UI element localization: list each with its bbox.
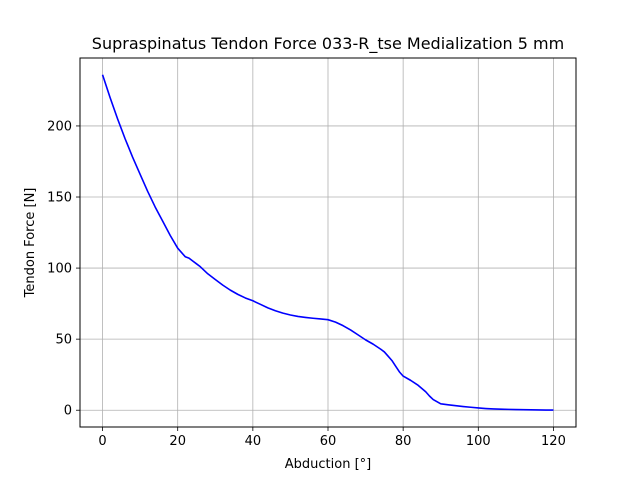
x-tick-label: 100 — [466, 434, 491, 449]
x-axis-label: Abduction [°] — [285, 457, 371, 472]
y-tick-label: 100 — [47, 262, 72, 277]
x-tick-label: 120 — [541, 434, 566, 449]
series-layer — [101, 74, 554, 411]
series-line — [101, 74, 554, 411]
y-tick-label: 0 — [64, 404, 72, 419]
chart-title: Supraspinatus Tendon Force 033-R_tse Med… — [92, 34, 564, 54]
y-axis-label: Tendon Force [N] — [23, 188, 38, 299]
x-tick-label: 60 — [320, 434, 337, 449]
grid-lines — [80, 58, 576, 427]
x-tick-label: 40 — [245, 434, 262, 449]
x-tick-label: 0 — [98, 434, 106, 449]
y-tick-label: 150 — [47, 191, 72, 206]
x-tick-label: 20 — [169, 434, 186, 449]
y-tick-label: 200 — [47, 119, 72, 134]
y-tick-label: 50 — [55, 333, 72, 348]
x-tick-label: 80 — [395, 434, 412, 449]
ticks: 0 20 40 60 80 100 120 0 50 100 150 200 — [47, 119, 566, 449]
